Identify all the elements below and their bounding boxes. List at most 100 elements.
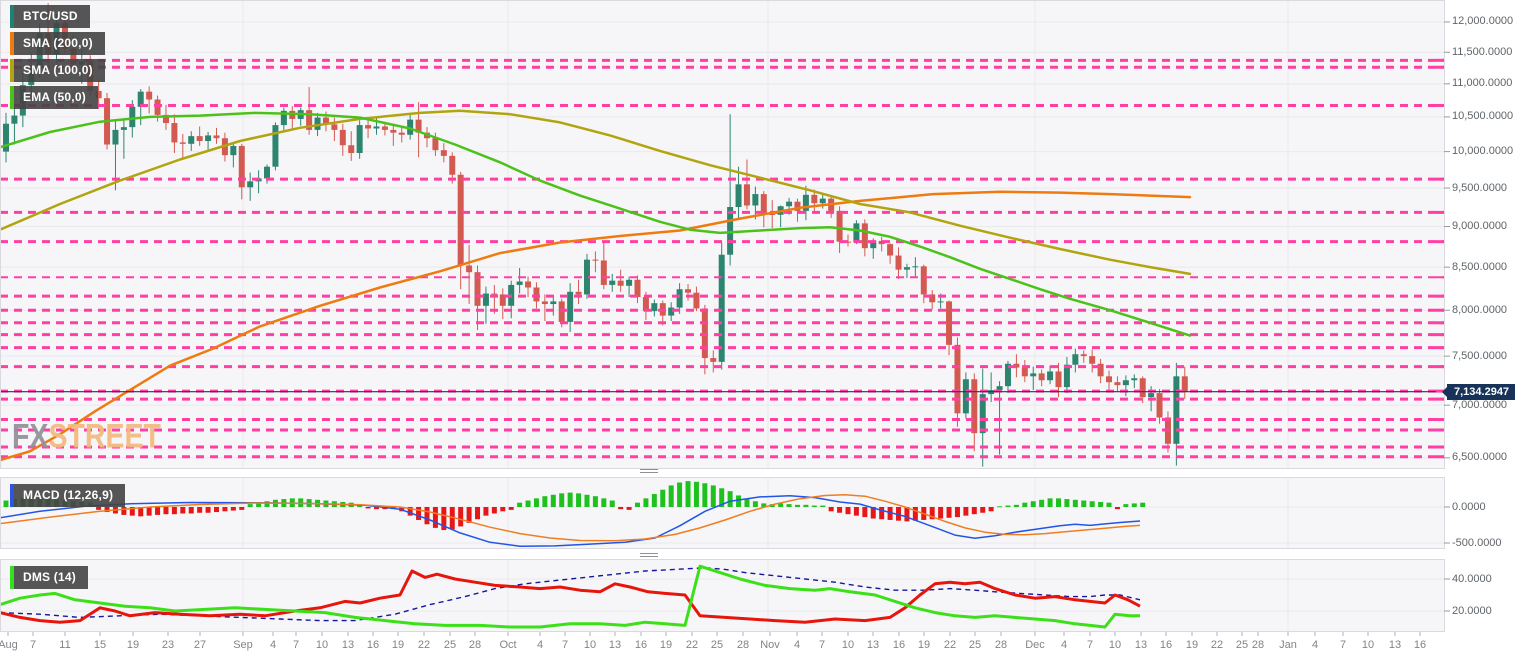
candle [280, 110, 287, 126]
candle [466, 265, 473, 273]
watermark-street: STREET [48, 416, 161, 456]
ema50-label[interactable]: EMA (50,0) [10, 86, 98, 109]
candle [120, 127, 127, 130]
macd-hist-bar [576, 493, 582, 507]
macd-hist-bar [651, 494, 657, 507]
dms-panel[interactable] [0, 559, 1445, 632]
macd-hist-bar [491, 507, 497, 514]
macd-hist-bar [1123, 504, 1129, 507]
macd-signal-line [1, 494, 1141, 542]
candle [70, 48, 77, 65]
macd-hist-bar [685, 481, 691, 507]
candle [348, 145, 355, 154]
dms-label-text: DMS (14) [23, 570, 76, 584]
macd-hist-bar [643, 498, 649, 507]
sma100-label[interactable]: SMA (100,0) [10, 59, 105, 82]
candle [1063, 364, 1070, 388]
macd-hist-bar [702, 483, 708, 507]
macd-hist-bar [1089, 501, 1095, 507]
macd-label-text: MACD (12,26,9) [23, 488, 114, 502]
candle [533, 287, 540, 302]
candle [794, 201, 801, 211]
candle [954, 344, 961, 414]
candle [3, 123, 9, 152]
candle [516, 281, 523, 285]
macd-hist-bar [1106, 502, 1112, 507]
macd-layer [1, 481, 1146, 547]
candle [205, 135, 212, 142]
panel-resize-handle-dms[interactable] [640, 551, 658, 558]
candle [895, 255, 902, 270]
macd-label[interactable]: MACD (12,26,9) [10, 484, 126, 507]
candle [474, 272, 481, 306]
candle [676, 289, 683, 308]
sma200-label[interactable]: SMA (200,0) [10, 32, 105, 55]
candle [541, 301, 548, 305]
candle [735, 184, 742, 208]
dms-label[interactable]: DMS (14) [10, 566, 88, 589]
macd-hist-bar [138, 507, 144, 517]
macd-hist-bar [542, 496, 548, 507]
candle [878, 240, 885, 245]
macd-hist-bar [525, 500, 531, 507]
symbol-label[interactable]: BTC/USD [10, 5, 90, 28]
candle [626, 279, 633, 286]
macd-hist-bar [1098, 501, 1104, 507]
candle [415, 119, 422, 133]
macd-hist-bar [803, 504, 809, 507]
candle [440, 150, 447, 156]
candle [213, 135, 220, 139]
candle [962, 379, 969, 414]
sma100-label-text: SMA (100,0) [23, 63, 93, 77]
candle [398, 132, 405, 135]
macd-hist-bar [761, 503, 767, 507]
macd-hist-bar [609, 500, 615, 507]
macd-hist-bar [483, 507, 489, 516]
macd-hist-bar [1047, 498, 1053, 507]
macd-hist-bar [146, 507, 152, 516]
macd-hist-bar [1022, 502, 1028, 507]
candle [1173, 376, 1180, 444]
candle [373, 126, 380, 129]
macd-hist-bar [635, 502, 640, 507]
macd-hist-bar [727, 491, 733, 507]
macd-hist-bar [96, 507, 102, 510]
candle [710, 358, 717, 362]
macd-hist-bar [155, 507, 161, 515]
candle [1047, 371, 1054, 381]
macd-hist-bar [786, 504, 792, 507]
macd-hist-bar [205, 507, 211, 513]
panel-resize-handle-macd[interactable] [640, 467, 658, 474]
macd-hist-bar [171, 507, 177, 515]
candle [870, 240, 877, 249]
macd-hist-bar [929, 507, 935, 520]
macd-hist-bar [584, 494, 590, 507]
macd-hist-bar [896, 507, 902, 521]
macd-panel[interactable] [0, 477, 1445, 549]
macd-hist-bar [668, 485, 674, 507]
candle [365, 125, 372, 129]
candles-layer [1, 3, 1444, 467]
candle [112, 129, 119, 145]
macd-hist-bar [416, 507, 422, 520]
macd-hist-bar [239, 507, 245, 510]
macd-hist-bar [946, 507, 952, 518]
macd-hist-bar [677, 482, 683, 507]
candle [769, 213, 776, 215]
macd-hist-bar [997, 506, 1003, 508]
macd-hist-bar [466, 507, 472, 523]
candle [1030, 373, 1037, 377]
candle [306, 110, 313, 130]
macd-hist-bar [938, 507, 944, 519]
candle [238, 145, 245, 188]
macd-hist-bar [710, 485, 716, 507]
macd-hist-bar [449, 507, 455, 530]
candle [1072, 354, 1079, 365]
dms-plus-di-line [1, 564, 1140, 629]
candle [979, 394, 986, 434]
macd-hist-bar [971, 507, 977, 515]
candle [1148, 393, 1155, 398]
macd-hist-bar [222, 507, 228, 512]
